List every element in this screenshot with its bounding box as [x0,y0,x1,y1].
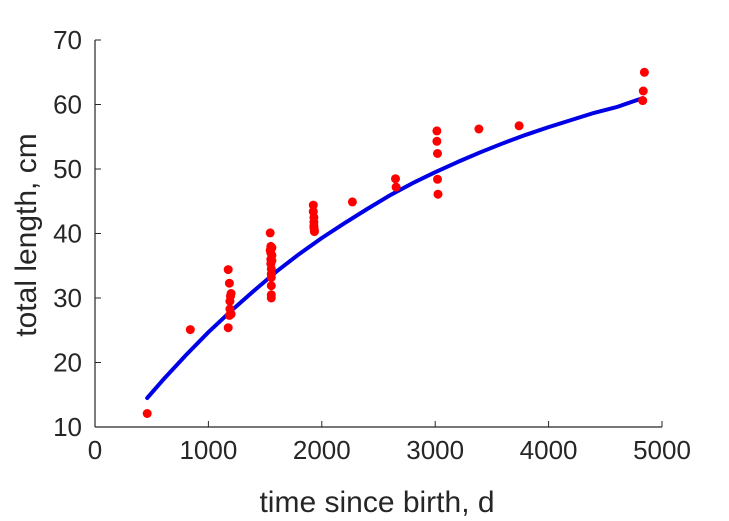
data-point [391,182,401,192]
fit-curve-line [145,96,645,400]
y-tick-label: 30 [53,283,82,313]
data-point [309,227,319,237]
x-tick-label: 1000 [179,435,237,465]
data-point [266,293,276,303]
x-tick-label: 5000 [633,435,691,465]
data-point [223,265,233,275]
data-point [347,197,357,207]
data-point [474,124,484,134]
x-tick-label: 0 [88,435,102,465]
data-point [267,243,277,253]
data-point [433,189,443,199]
data-point [638,96,648,106]
data-point [266,272,276,282]
data-point [432,126,442,136]
y-tick-label: 60 [53,90,82,120]
data-point [433,174,442,184]
data-point [142,409,152,418]
data-point [514,121,524,131]
data-point [185,325,195,335]
axes: 0 1000 2000 3000 4000 5000 10 20 30 40 50 60 70 [53,25,691,465]
y-tick-label: 70 [53,25,82,55]
plot-area [142,67,649,418]
y-tick-label: 10 [53,412,82,442]
y-tick-label: 20 [53,348,82,378]
data-point [224,278,234,288]
x-tick-label: 2000 [293,435,351,465]
data-point [226,309,236,319]
data-point [308,200,318,210]
data-point [639,67,649,77]
y-tick-label: 40 [53,219,82,249]
y-axis-label: total length, cm [10,133,43,336]
x-tick-label: 4000 [520,435,578,465]
x-tick-label: 3000 [406,435,464,465]
data-point [391,174,400,184]
data-point [226,289,236,298]
data-point [267,256,277,266]
x-axis-label: time since birth, d [259,486,494,519]
data-point [223,323,233,333]
data-point [638,86,648,96]
data-point [432,136,442,146]
data-point [266,281,276,291]
data-point [265,228,275,238]
y-tick-label: 50 [53,154,82,184]
data-point [433,149,442,158]
